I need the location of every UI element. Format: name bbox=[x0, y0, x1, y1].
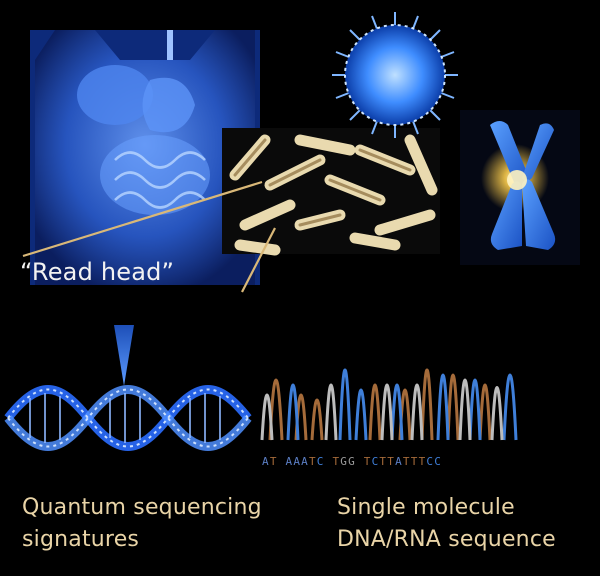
base-letter: A bbox=[285, 455, 294, 468]
base-letter: A bbox=[262, 455, 270, 468]
base-letter: T bbox=[379, 455, 388, 468]
bacteria-illustration bbox=[222, 128, 440, 256]
base-letter: C bbox=[316, 455, 325, 468]
base-letter: C bbox=[426, 455, 435, 468]
right-caption-line-2: DNA/RNA sequence bbox=[337, 527, 556, 552]
virus-illustration bbox=[332, 12, 458, 138]
dna-helix bbox=[4, 385, 252, 451]
base-gap bbox=[325, 455, 333, 468]
base-letter: A bbox=[301, 455, 309, 468]
left-caption-line-1: Quantum sequencing bbox=[22, 495, 262, 520]
base-letter: C bbox=[434, 455, 443, 468]
single-molecule-caption: Single molecule DNA/RNA sequence bbox=[337, 492, 556, 556]
chromatogram bbox=[260, 368, 518, 441]
base-gap bbox=[356, 455, 364, 468]
right-caption-line-1: Single molecule bbox=[337, 495, 515, 520]
base-letter: T bbox=[418, 455, 427, 468]
base-letter: T bbox=[269, 455, 278, 468]
base-letter: G bbox=[348, 455, 356, 468]
quantum-signatures-caption: Quantum sequencing signatures bbox=[22, 492, 262, 556]
base-letter: T bbox=[410, 455, 419, 468]
base-letter: A bbox=[293, 455, 302, 468]
base-letter: T bbox=[387, 455, 396, 468]
base-letter: T bbox=[308, 455, 317, 468]
base-letter: G bbox=[340, 455, 349, 468]
base-letter: C bbox=[371, 455, 380, 468]
base-gap bbox=[278, 455, 286, 468]
read-head-label: “Read head” bbox=[20, 258, 175, 286]
base-letter: T bbox=[402, 455, 411, 468]
base-sequence: AT AAATC TGG TCTTATTTCC bbox=[262, 455, 442, 468]
read-head-tip bbox=[114, 325, 134, 386]
pointer-lines bbox=[22, 180, 276, 293]
base-letter: A bbox=[395, 455, 403, 468]
chromosome-illustration bbox=[460, 110, 580, 265]
base-letter: T bbox=[332, 455, 341, 468]
base-letter: T bbox=[363, 455, 372, 468]
left-caption-line-2: signatures bbox=[22, 527, 140, 552]
